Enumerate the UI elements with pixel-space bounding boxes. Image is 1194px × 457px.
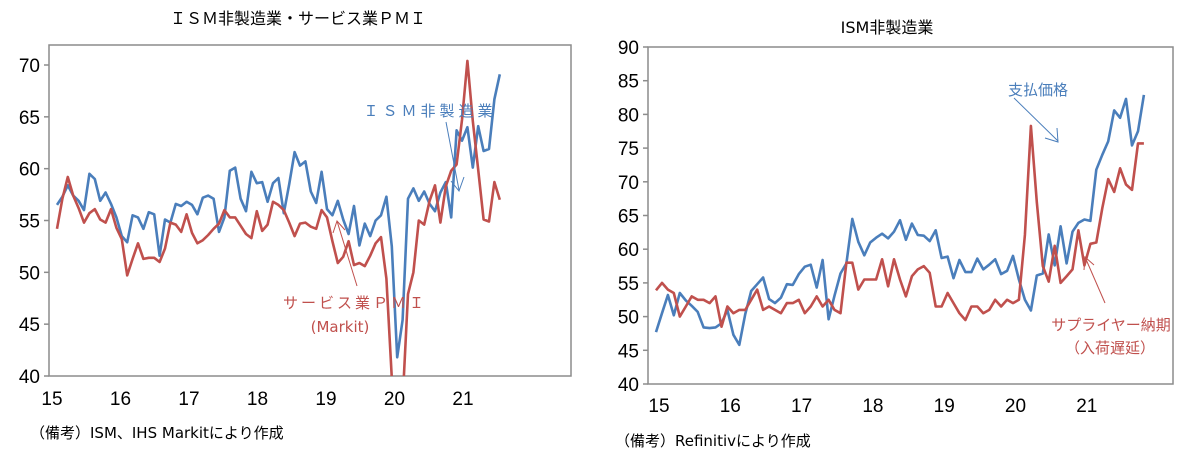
annotation-supplier-deliveries: サプライヤー納期 <box>1051 316 1171 334</box>
arrow-services-pmi <box>336 220 358 287</box>
chart-ism-nonmanufacturing-services-pmi: ＩＳＭ非製造業・サービス業ＰＭＩ 40 45 50 55 60 65 70 15 16 17 18… <box>19 9 572 442</box>
y-tick-label: 90 <box>618 38 639 59</box>
x-tick-label: 16 <box>110 389 131 410</box>
chart-title: ISM非製造業 <box>841 18 934 37</box>
x-axis: 15 16 17 18 19 20 21 <box>648 396 1097 417</box>
y-tick-label: 45 <box>19 315 40 336</box>
y-tick-label: 70 <box>618 173 639 194</box>
annotation-delivery-delay: （入荷遅延） <box>1065 339 1155 357</box>
arrowhead-icon <box>1044 127 1059 143</box>
annotation-prices-paid: 支払価格 <box>1008 81 1068 99</box>
y-tick-label: 40 <box>618 375 639 396</box>
y-tick-label: 65 <box>19 108 40 129</box>
series-line-0 <box>55 74 502 359</box>
x-tick-label: 15 <box>648 396 669 417</box>
series-line-0 <box>654 94 1146 347</box>
series-lines <box>55 59 502 376</box>
y-tick-label: 55 <box>19 212 40 233</box>
y-tick-label: 40 <box>19 367 40 388</box>
x-tick-label: 18 <box>247 389 268 410</box>
x-tick-label: 21 <box>452 389 473 410</box>
y-axis: 40 45 50 55 60 65 70 75 80 85 90 <box>618 38 648 396</box>
y-tick-label: 60 <box>19 160 40 181</box>
plot-area <box>48 44 572 377</box>
x-tick-label: 18 <box>862 396 883 417</box>
arrowhead-icon <box>332 220 346 234</box>
x-tick-label: 19 <box>934 396 955 417</box>
y-tick-label: 85 <box>618 72 639 93</box>
x-tick-label: 20 <box>384 389 405 410</box>
annotation-ism-nonmanufacturing: ＩＳＭ非製造業 <box>363 102 496 120</box>
chart-ism-nonmanufacturing-prices-deliveries: ISM非製造業 40 45 50 55 60 65 70 75 80 85 90 15 16 17 18 1… <box>597 0 1194 457</box>
y-tick-label: 65 <box>618 207 639 228</box>
x-tick-label: 19 <box>315 389 336 410</box>
x-tick-label: 16 <box>720 396 741 417</box>
arrowhead-icon <box>450 176 465 193</box>
series-lines <box>654 94 1146 347</box>
x-tick-label: 17 <box>791 396 812 417</box>
series-line-1 <box>654 124 1144 329</box>
y-tick-label: 60 <box>618 240 639 261</box>
y-tick-label: 55 <box>618 274 639 295</box>
x-tick-label: 17 <box>178 389 199 410</box>
y-tick-label: 80 <box>618 105 639 126</box>
arrow-prices-paid <box>1013 97 1059 142</box>
source-note: （備考）ISM、IHS Markitにより作成 <box>30 424 284 442</box>
y-axis: 40 45 50 55 60 65 70 <box>19 56 49 388</box>
annotation-services-pmi: サービス業ＰＭＩ <box>283 294 427 312</box>
x-axis: 15 16 17 18 19 20 21 <box>41 389 473 410</box>
line-chart-left: ＩＳＭ非製造業・サービス業ＰＭＩ 40 45 50 55 60 65 70 15 16 17 18… <box>19 9 572 442</box>
arrow-supplier-deliveries <box>1084 256 1106 304</box>
y-tick-label: 45 <box>618 341 639 362</box>
arrow-ism-nonmanufacturing <box>445 121 460 191</box>
source-note: （備考）Refinitivにより作成 <box>615 432 811 450</box>
y-tick-label: 50 <box>618 308 639 329</box>
arrowhead-icon <box>1083 255 1095 271</box>
annotation-markit: (Markit) <box>311 318 370 336</box>
x-tick-label: 21 <box>1076 396 1097 417</box>
y-tick-label: 75 <box>618 139 639 160</box>
x-tick-label: 15 <box>41 389 62 410</box>
y-tick-label: 50 <box>19 263 40 284</box>
chart-title: ＩＳＭ非製造業・サービス業ＰＭＩ <box>170 9 426 28</box>
x-tick-label: 20 <box>1005 396 1026 417</box>
plot-area <box>647 46 1174 385</box>
y-tick-label: 70 <box>19 56 40 77</box>
series-line-1 <box>55 59 502 376</box>
